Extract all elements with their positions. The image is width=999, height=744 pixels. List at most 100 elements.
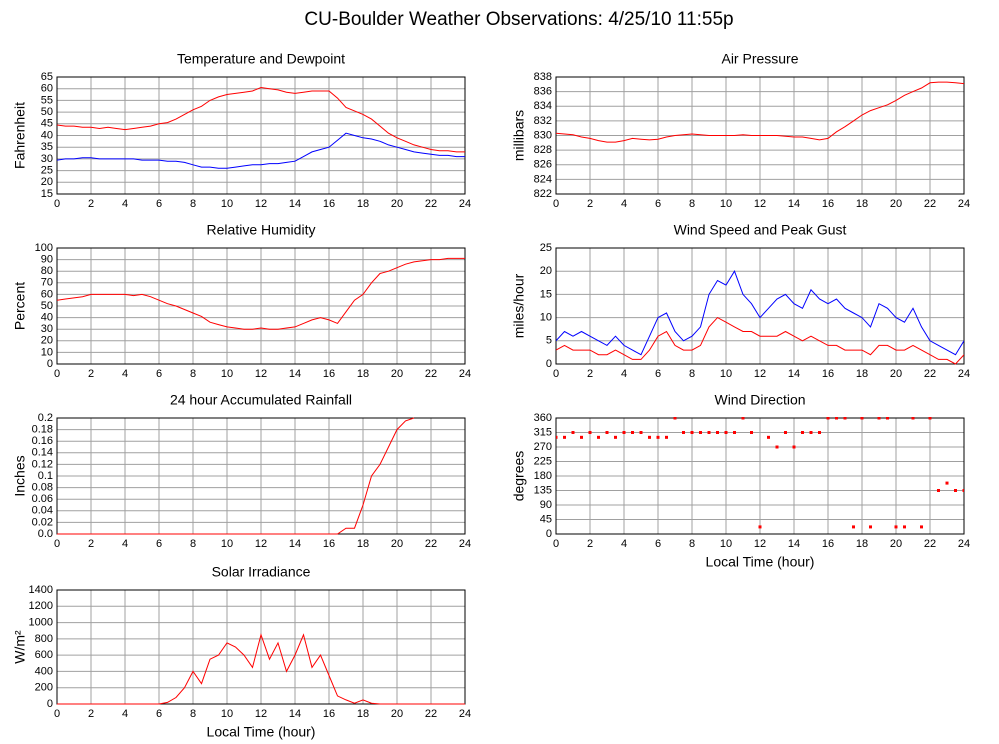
y-tick-label: 35 [41, 141, 53, 153]
y-tick-label: 80 [41, 265, 53, 277]
x-tick-label: 6 [655, 368, 661, 380]
data-point [699, 431, 702, 434]
x-tick-label: 24 [958, 538, 970, 550]
x-tick-label: 16 [323, 708, 335, 720]
x-tick-label: 14 [289, 368, 301, 380]
data-point [937, 489, 940, 492]
plot-marks [556, 417, 964, 529]
x-tick-label: 18 [856, 198, 868, 210]
x-tick-label: 10 [221, 368, 233, 380]
y-tick-label: 0 [546, 358, 552, 370]
chart-panel: 0.00.020.040.060.080.10.120.140.160.180.… [12, 392, 471, 550]
y-tick-label: 15 [41, 188, 53, 200]
chart-title: Solar Irradiance [212, 564, 311, 580]
x-axis-label: Local Time (hour) [207, 724, 316, 740]
y-tick-label: 600 [35, 649, 53, 661]
x-tick-label: 16 [822, 198, 834, 210]
data-line [556, 270, 964, 356]
y-tick-label: 90 [540, 499, 552, 511]
x-tick-label: 22 [425, 708, 437, 720]
x-tick-label: 20 [890, 198, 902, 210]
data-point [962, 489, 964, 492]
y-tick-label: 0.12 [32, 458, 53, 470]
y-tick-label: 135 [534, 484, 552, 496]
y-tick-label: 10 [540, 312, 552, 324]
x-tick-label: 2 [88, 198, 94, 210]
data-point [826, 417, 830, 420]
y-tick-label: 40 [41, 129, 53, 141]
y-tick-label: 315 [534, 426, 552, 438]
y-tick-label: 830 [534, 129, 552, 141]
chart-title: Air Pressure [721, 51, 798, 67]
y-tick-label: 828 [534, 144, 552, 156]
data-point [571, 431, 575, 434]
y-tick-label: 55 [41, 94, 53, 106]
y-axis-label: degrees [511, 451, 527, 502]
data-point [707, 431, 711, 434]
data-line [57, 633, 465, 705]
y-tick-label: 360 [534, 412, 552, 424]
x-tick-label: 14 [289, 538, 301, 550]
x-tick-label: 16 [822, 368, 834, 380]
y-tick-label: 5 [546, 335, 552, 347]
data-point [622, 431, 626, 434]
x-tick-label: 0 [54, 198, 60, 210]
x-tick-label: 8 [190, 708, 196, 720]
plot-border [56, 76, 466, 195]
x-tick-label: 14 [788, 538, 800, 550]
x-tick-label: 8 [190, 368, 196, 380]
data-point [682, 431, 685, 434]
y-tick-label: 836 [534, 86, 552, 98]
x-tick-label: 24 [958, 368, 970, 380]
data-point [954, 489, 957, 492]
x-tick-label: 22 [924, 538, 936, 550]
x-tick-label: 16 [822, 538, 834, 550]
x-tick-label: 12 [255, 198, 267, 210]
y-tick-label: 0.0 [38, 528, 53, 540]
data-point [886, 417, 889, 420]
data-point [818, 431, 821, 434]
data-point [784, 431, 787, 434]
x-tick-label: 18 [357, 538, 369, 550]
x-tick-label: 12 [754, 538, 766, 550]
x-tick-label: 22 [924, 368, 936, 380]
y-tick-label: 1200 [29, 600, 53, 612]
data-point [792, 445, 796, 449]
data-point [903, 525, 906, 529]
y-axis-label: Inches [12, 455, 28, 496]
x-tick-label: 8 [689, 538, 695, 550]
y-tick-label: 832 [534, 115, 552, 127]
x-tick-label: 24 [459, 368, 471, 380]
y-tick-label: 0 [546, 528, 552, 540]
x-tick-label: 2 [587, 368, 593, 380]
data-point [852, 525, 855, 529]
data-point [741, 417, 745, 420]
data-point [928, 417, 932, 420]
x-tick-label: 18 [357, 198, 369, 210]
y-tick-label: 0.2 [38, 412, 53, 424]
data-point [556, 435, 558, 439]
plot-marks [57, 86, 465, 169]
x-tick-label: 0 [553, 368, 559, 380]
x-tick-label: 4 [122, 368, 128, 380]
plot-marks [57, 417, 415, 535]
x-tick-label: 12 [255, 708, 267, 720]
data-point [894, 525, 898, 529]
plot-marks [556, 81, 964, 143]
y-axis-label: miles/hour [511, 273, 527, 338]
data-point [656, 435, 660, 439]
data-line [556, 316, 964, 365]
x-tick-label: 2 [587, 198, 593, 210]
x-tick-label: 10 [720, 368, 732, 380]
data-point [724, 431, 728, 434]
y-tick-label: 200 [35, 682, 53, 694]
y-tick-label: 0.06 [32, 493, 53, 505]
x-tick-label: 4 [122, 708, 128, 720]
y-tick-label: 0.08 [32, 482, 53, 494]
x-tick-label: 12 [255, 538, 267, 550]
x-tick-label: 12 [255, 368, 267, 380]
